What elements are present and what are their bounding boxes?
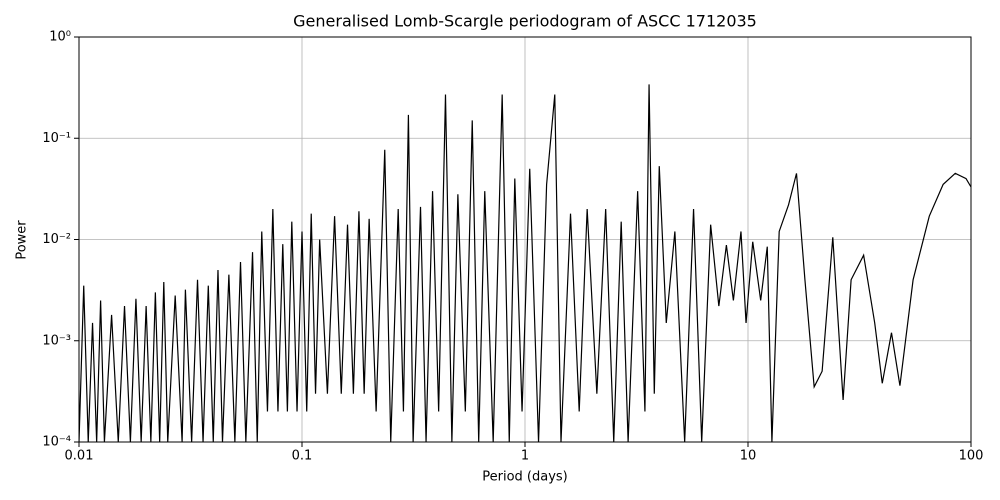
plot-frame (78, 36, 972, 443)
y-tick-label: 10⁻¹ (42, 131, 71, 146)
x-tick-label: 100 (959, 449, 984, 464)
x-tick-label: 0.1 (292, 449, 313, 464)
y-tick-label: 10⁻³ (42, 333, 71, 348)
x-tick-label: 1 (521, 449, 529, 464)
chart-title: Generalised Lomb-Scargle periodogram of … (293, 12, 757, 31)
x-tick-label: 0.01 (65, 449, 94, 464)
x-axis-label: Period (days) (482, 470, 568, 485)
y-tick-label: 10⁻⁴ (42, 435, 71, 450)
y-axis-label: Power (15, 220, 30, 260)
plot: 0.01 0.1 1 10 100 10⁻⁴ 10⁻³ 10⁻² 10⁻¹ 10⁰ (42, 30, 983, 464)
y-tick-label: 10⁻² (42, 232, 71, 247)
y-tick-label: 10⁰ (49, 30, 71, 45)
periodogram-line (79, 84, 971, 442)
x-tick-label: 10 (740, 449, 757, 464)
